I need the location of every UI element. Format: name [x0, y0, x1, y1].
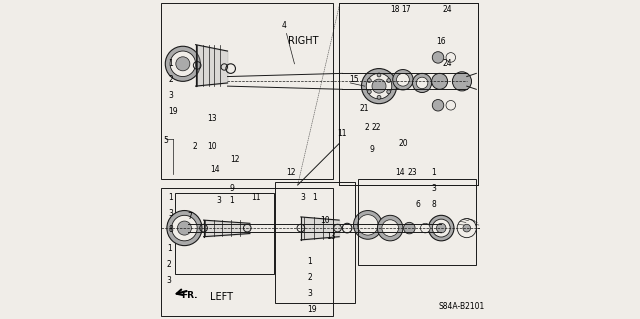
Text: FR.: FR. — [181, 291, 198, 300]
Text: 13: 13 — [207, 114, 216, 122]
Circle shape — [165, 46, 200, 81]
Bar — [275, 182, 355, 303]
Bar — [358, 179, 476, 265]
Text: 1: 1 — [431, 168, 436, 177]
Text: 14: 14 — [210, 165, 220, 174]
Text: 19: 19 — [307, 305, 317, 314]
Text: S84A-B2101: S84A-B2101 — [438, 302, 484, 311]
Circle shape — [463, 224, 470, 232]
Text: 7: 7 — [188, 212, 193, 221]
Text: 1: 1 — [167, 244, 172, 253]
Text: 3: 3 — [167, 276, 172, 285]
Bar — [175, 193, 274, 274]
Circle shape — [397, 73, 410, 86]
Text: RIGHT: RIGHT — [288, 36, 319, 47]
Circle shape — [420, 223, 430, 233]
Circle shape — [436, 223, 446, 233]
Text: 1: 1 — [312, 193, 317, 202]
Text: 19: 19 — [168, 107, 178, 116]
Text: 1: 1 — [307, 257, 312, 266]
Text: 1: 1 — [168, 193, 173, 202]
Text: 11: 11 — [337, 130, 347, 138]
Circle shape — [378, 215, 403, 241]
Text: 10: 10 — [320, 216, 330, 225]
Text: 22: 22 — [371, 123, 381, 132]
Text: 2: 2 — [365, 123, 369, 132]
Text: 11: 11 — [252, 193, 261, 202]
Text: 18: 18 — [390, 5, 399, 14]
Text: 23: 23 — [408, 168, 417, 177]
Text: 3: 3 — [307, 289, 312, 298]
Text: 3: 3 — [216, 197, 221, 205]
Circle shape — [366, 73, 392, 99]
Circle shape — [172, 215, 197, 241]
Text: 24: 24 — [443, 59, 452, 68]
Circle shape — [413, 73, 431, 93]
Circle shape — [428, 215, 454, 241]
Bar — [161, 3, 333, 179]
Text: 20: 20 — [398, 139, 408, 148]
Circle shape — [432, 100, 444, 111]
Text: 2: 2 — [307, 273, 312, 282]
Text: 12: 12 — [287, 168, 296, 177]
Circle shape — [176, 57, 190, 71]
Text: 9: 9 — [369, 145, 374, 154]
Text: 16: 16 — [436, 37, 446, 46]
Circle shape — [432, 52, 444, 63]
Circle shape — [393, 70, 413, 90]
Text: 2: 2 — [168, 75, 173, 84]
Circle shape — [446, 53, 456, 62]
Text: 3: 3 — [431, 184, 436, 193]
Circle shape — [170, 51, 196, 77]
Text: 6: 6 — [416, 200, 420, 209]
Circle shape — [404, 222, 415, 234]
Text: 14: 14 — [395, 168, 404, 177]
Bar — [161, 188, 333, 316]
Text: 3: 3 — [168, 91, 173, 100]
Text: 3: 3 — [168, 209, 173, 218]
Circle shape — [452, 72, 472, 91]
Circle shape — [377, 95, 381, 99]
Text: 5: 5 — [164, 136, 168, 145]
Circle shape — [431, 73, 447, 89]
Text: LEFT: LEFT — [210, 292, 233, 302]
Circle shape — [367, 90, 371, 94]
Text: 2: 2 — [193, 142, 197, 151]
Circle shape — [446, 100, 456, 110]
Text: 4: 4 — [282, 21, 287, 30]
Text: 8: 8 — [431, 200, 436, 209]
Circle shape — [362, 69, 397, 104]
Circle shape — [417, 77, 428, 89]
Text: 15: 15 — [349, 75, 358, 84]
Circle shape — [432, 219, 450, 237]
Text: 8: 8 — [168, 225, 173, 234]
Circle shape — [358, 215, 378, 235]
Text: 21: 21 — [360, 104, 369, 113]
Text: 17: 17 — [401, 5, 411, 14]
Text: 10: 10 — [207, 142, 216, 151]
Text: 3: 3 — [301, 193, 306, 202]
Circle shape — [177, 221, 191, 235]
Text: 1: 1 — [168, 59, 173, 68]
Circle shape — [382, 220, 399, 236]
Circle shape — [372, 79, 386, 93]
Text: 24: 24 — [443, 5, 452, 14]
Circle shape — [353, 211, 382, 239]
Text: 9: 9 — [229, 184, 234, 193]
Text: 1: 1 — [229, 197, 234, 205]
Text: 2: 2 — [167, 260, 172, 269]
Circle shape — [377, 73, 381, 77]
Text: 12: 12 — [230, 155, 240, 164]
Bar — [339, 3, 478, 185]
Circle shape — [387, 79, 390, 83]
Circle shape — [387, 90, 390, 94]
Circle shape — [367, 79, 371, 83]
Circle shape — [167, 211, 202, 246]
Text: 13: 13 — [326, 232, 336, 241]
